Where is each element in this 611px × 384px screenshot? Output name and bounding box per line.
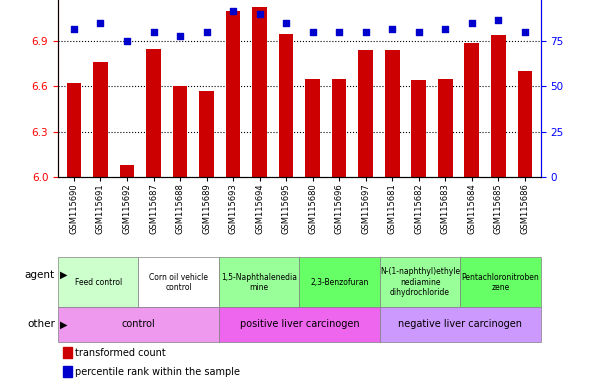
Text: agent: agent — [25, 270, 55, 280]
Bar — [306, 79, 320, 177]
Text: 2,3-Benzofuran: 2,3-Benzofuran — [310, 278, 369, 287]
Bar — [67, 83, 81, 177]
Bar — [380, 257, 460, 307]
Point — [69, 26, 79, 32]
Text: negative liver carcinogen: negative liver carcinogen — [398, 319, 522, 329]
Point — [175, 33, 185, 39]
Point — [520, 29, 530, 35]
Point — [334, 29, 344, 35]
Bar — [219, 257, 299, 307]
Bar — [438, 79, 453, 177]
Bar — [58, 257, 139, 307]
Bar — [173, 86, 188, 177]
Text: 1,5-Naphthalenedia
mine: 1,5-Naphthalenedia mine — [221, 273, 297, 292]
Point — [148, 29, 158, 35]
Bar — [93, 62, 108, 177]
Text: percentile rank within the sample: percentile rank within the sample — [75, 367, 240, 377]
Bar — [199, 91, 214, 177]
Text: control: control — [122, 319, 155, 329]
Bar — [63, 366, 71, 377]
Bar — [299, 257, 380, 307]
Bar — [146, 49, 161, 177]
Text: other: other — [27, 319, 55, 329]
Bar — [63, 347, 71, 358]
Bar — [464, 43, 479, 177]
Point — [494, 17, 503, 23]
Bar — [380, 307, 541, 342]
Bar — [332, 79, 346, 177]
Text: Feed control: Feed control — [75, 278, 122, 287]
Text: positive liver carcinogen: positive liver carcinogen — [240, 319, 359, 329]
Text: Corn oil vehicle
control: Corn oil vehicle control — [149, 273, 208, 292]
Bar — [58, 307, 219, 342]
Point — [308, 29, 318, 35]
Bar — [139, 257, 219, 307]
Text: ▶: ▶ — [60, 270, 67, 280]
Point — [255, 11, 265, 17]
Text: ▶: ▶ — [60, 319, 67, 329]
Point — [122, 38, 132, 44]
Bar — [491, 35, 505, 177]
Point — [467, 20, 477, 26]
Point — [387, 26, 397, 32]
Point — [202, 29, 211, 35]
Text: Pentachloronitroben
zene: Pentachloronitroben zene — [462, 273, 540, 292]
Text: transformed count: transformed count — [75, 348, 166, 358]
Bar — [385, 50, 400, 177]
Bar — [411, 80, 426, 177]
Point — [95, 20, 105, 26]
Point — [281, 20, 291, 26]
Point — [441, 26, 450, 32]
Bar — [518, 71, 532, 177]
Bar — [219, 307, 380, 342]
Point — [414, 29, 423, 35]
Bar — [359, 50, 373, 177]
Bar — [252, 7, 267, 177]
Point — [228, 8, 238, 14]
Bar — [120, 165, 134, 177]
Text: N-(1-naphthyl)ethyle
nediamine
dihydrochloride: N-(1-naphthyl)ethyle nediamine dihydroch… — [380, 267, 460, 297]
Bar — [460, 257, 541, 307]
Bar — [226, 11, 240, 177]
Point — [361, 29, 371, 35]
Bar — [279, 34, 293, 177]
